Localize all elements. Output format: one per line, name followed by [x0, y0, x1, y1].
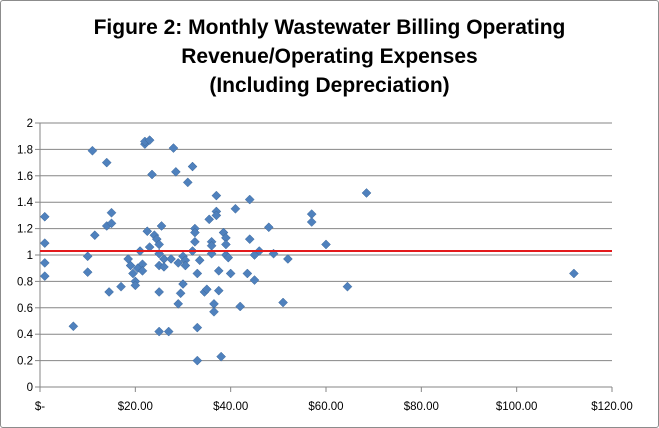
data-point — [244, 234, 255, 245]
data-point — [101, 157, 112, 168]
data-point — [125, 260, 136, 271]
y-axis-ticks: 0 0.2 0.4 0.6 0.8 1 1.2 1.4 1.6 1.8 2 — [17, 118, 40, 394]
data-point — [170, 166, 181, 177]
y-tick-label: 0 — [27, 382, 33, 394]
data-points — [39, 135, 579, 366]
data-point — [242, 268, 253, 279]
data-point — [223, 252, 234, 263]
x-tick-label: $120.00 — [591, 401, 633, 413]
data-point — [321, 239, 331, 250]
x-tick-label: $100.00 — [496, 401, 538, 413]
data-point — [306, 217, 317, 227]
data-point — [244, 194, 255, 205]
y-tick-label: 2 — [27, 118, 33, 130]
data-point — [106, 207, 117, 218]
chart-title-line-2: Revenue/Operating Expenses — [181, 45, 478, 68]
data-point — [187, 161, 198, 172]
data-point — [159, 262, 169, 272]
data-point — [142, 226, 153, 237]
chart-title-line-1: Figure 2: Monthly Wastewater Billing Ope… — [93, 16, 566, 39]
y-tick-label: 0.4 — [17, 329, 34, 341]
data-point — [147, 169, 157, 180]
data-point — [39, 211, 50, 222]
y-tick-label: 1.4 — [17, 197, 34, 209]
data-point — [213, 285, 224, 296]
x-tick-label: $40.00 — [213, 401, 248, 413]
data-point — [87, 145, 98, 156]
data-point — [211, 190, 222, 201]
data-point — [39, 258, 50, 268]
data-point — [190, 236, 200, 247]
data-point — [156, 221, 167, 231]
data-point — [225, 268, 236, 279]
x-tick-label: $60.00 — [308, 401, 343, 413]
data-point — [204, 214, 215, 225]
x-tick-label: $80.00 — [404, 401, 439, 413]
data-point — [235, 301, 246, 312]
y-tick-label: 0.6 — [17, 303, 33, 315]
x-tick-label: $- — [35, 401, 45, 413]
y-tick-label: 1 — [27, 250, 33, 262]
data-point — [211, 210, 222, 221]
data-point — [221, 239, 231, 250]
data-point — [569, 268, 579, 279]
data-point — [154, 326, 165, 337]
data-point — [213, 265, 224, 276]
data-point — [154, 287, 165, 297]
data-point — [137, 265, 148, 276]
data-point — [173, 258, 184, 268]
data-point — [144, 135, 155, 146]
data-point — [192, 322, 203, 333]
y-tick-label: 1.6 — [17, 171, 33, 183]
data-point — [283, 254, 293, 264]
data-point — [201, 284, 212, 295]
data-point — [361, 188, 372, 198]
data-point — [175, 288, 186, 299]
data-point — [182, 177, 193, 188]
data-point — [82, 251, 93, 262]
data-point — [116, 281, 126, 292]
y-tick-label: 0.8 — [17, 276, 33, 288]
data-point — [128, 268, 138, 279]
chart-title: Figure 2: Monthly Wastewater Billing Ope… — [0, 13, 659, 100]
data-point — [39, 238, 50, 248]
data-point — [104, 287, 114, 297]
data-point — [163, 326, 174, 337]
data-point — [192, 268, 203, 279]
x-tick-label: $20.00 — [118, 401, 153, 413]
data-point — [278, 297, 288, 308]
data-point — [230, 203, 241, 214]
data-point — [89, 230, 100, 241]
data-point — [194, 255, 205, 266]
data-point — [166, 254, 176, 264]
data-point — [342, 281, 353, 292]
data-point — [249, 275, 260, 285]
chart-title-line-3: (Including Depreciation) — [209, 74, 450, 97]
y-tick-label: 0.2 — [17, 356, 33, 368]
data-point — [173, 298, 184, 309]
data-point — [168, 143, 179, 153]
y-tick-label: 1.8 — [17, 144, 33, 156]
data-point — [82, 267, 93, 278]
data-point — [263, 222, 274, 233]
x-axis-ticks: $- $20.00 $40.00 $60.00 $80.00 $100.00 $120.00 — [35, 387, 633, 413]
data-point — [178, 279, 188, 289]
data-point — [180, 260, 191, 271]
data-point — [68, 321, 79, 332]
data-point — [192, 355, 203, 366]
data-point — [106, 218, 117, 229]
data-point — [39, 271, 50, 281]
data-point — [209, 306, 219, 317]
data-point — [130, 280, 141, 291]
data-point — [216, 351, 226, 362]
y-tick-label: 1.2 — [17, 224, 33, 236]
